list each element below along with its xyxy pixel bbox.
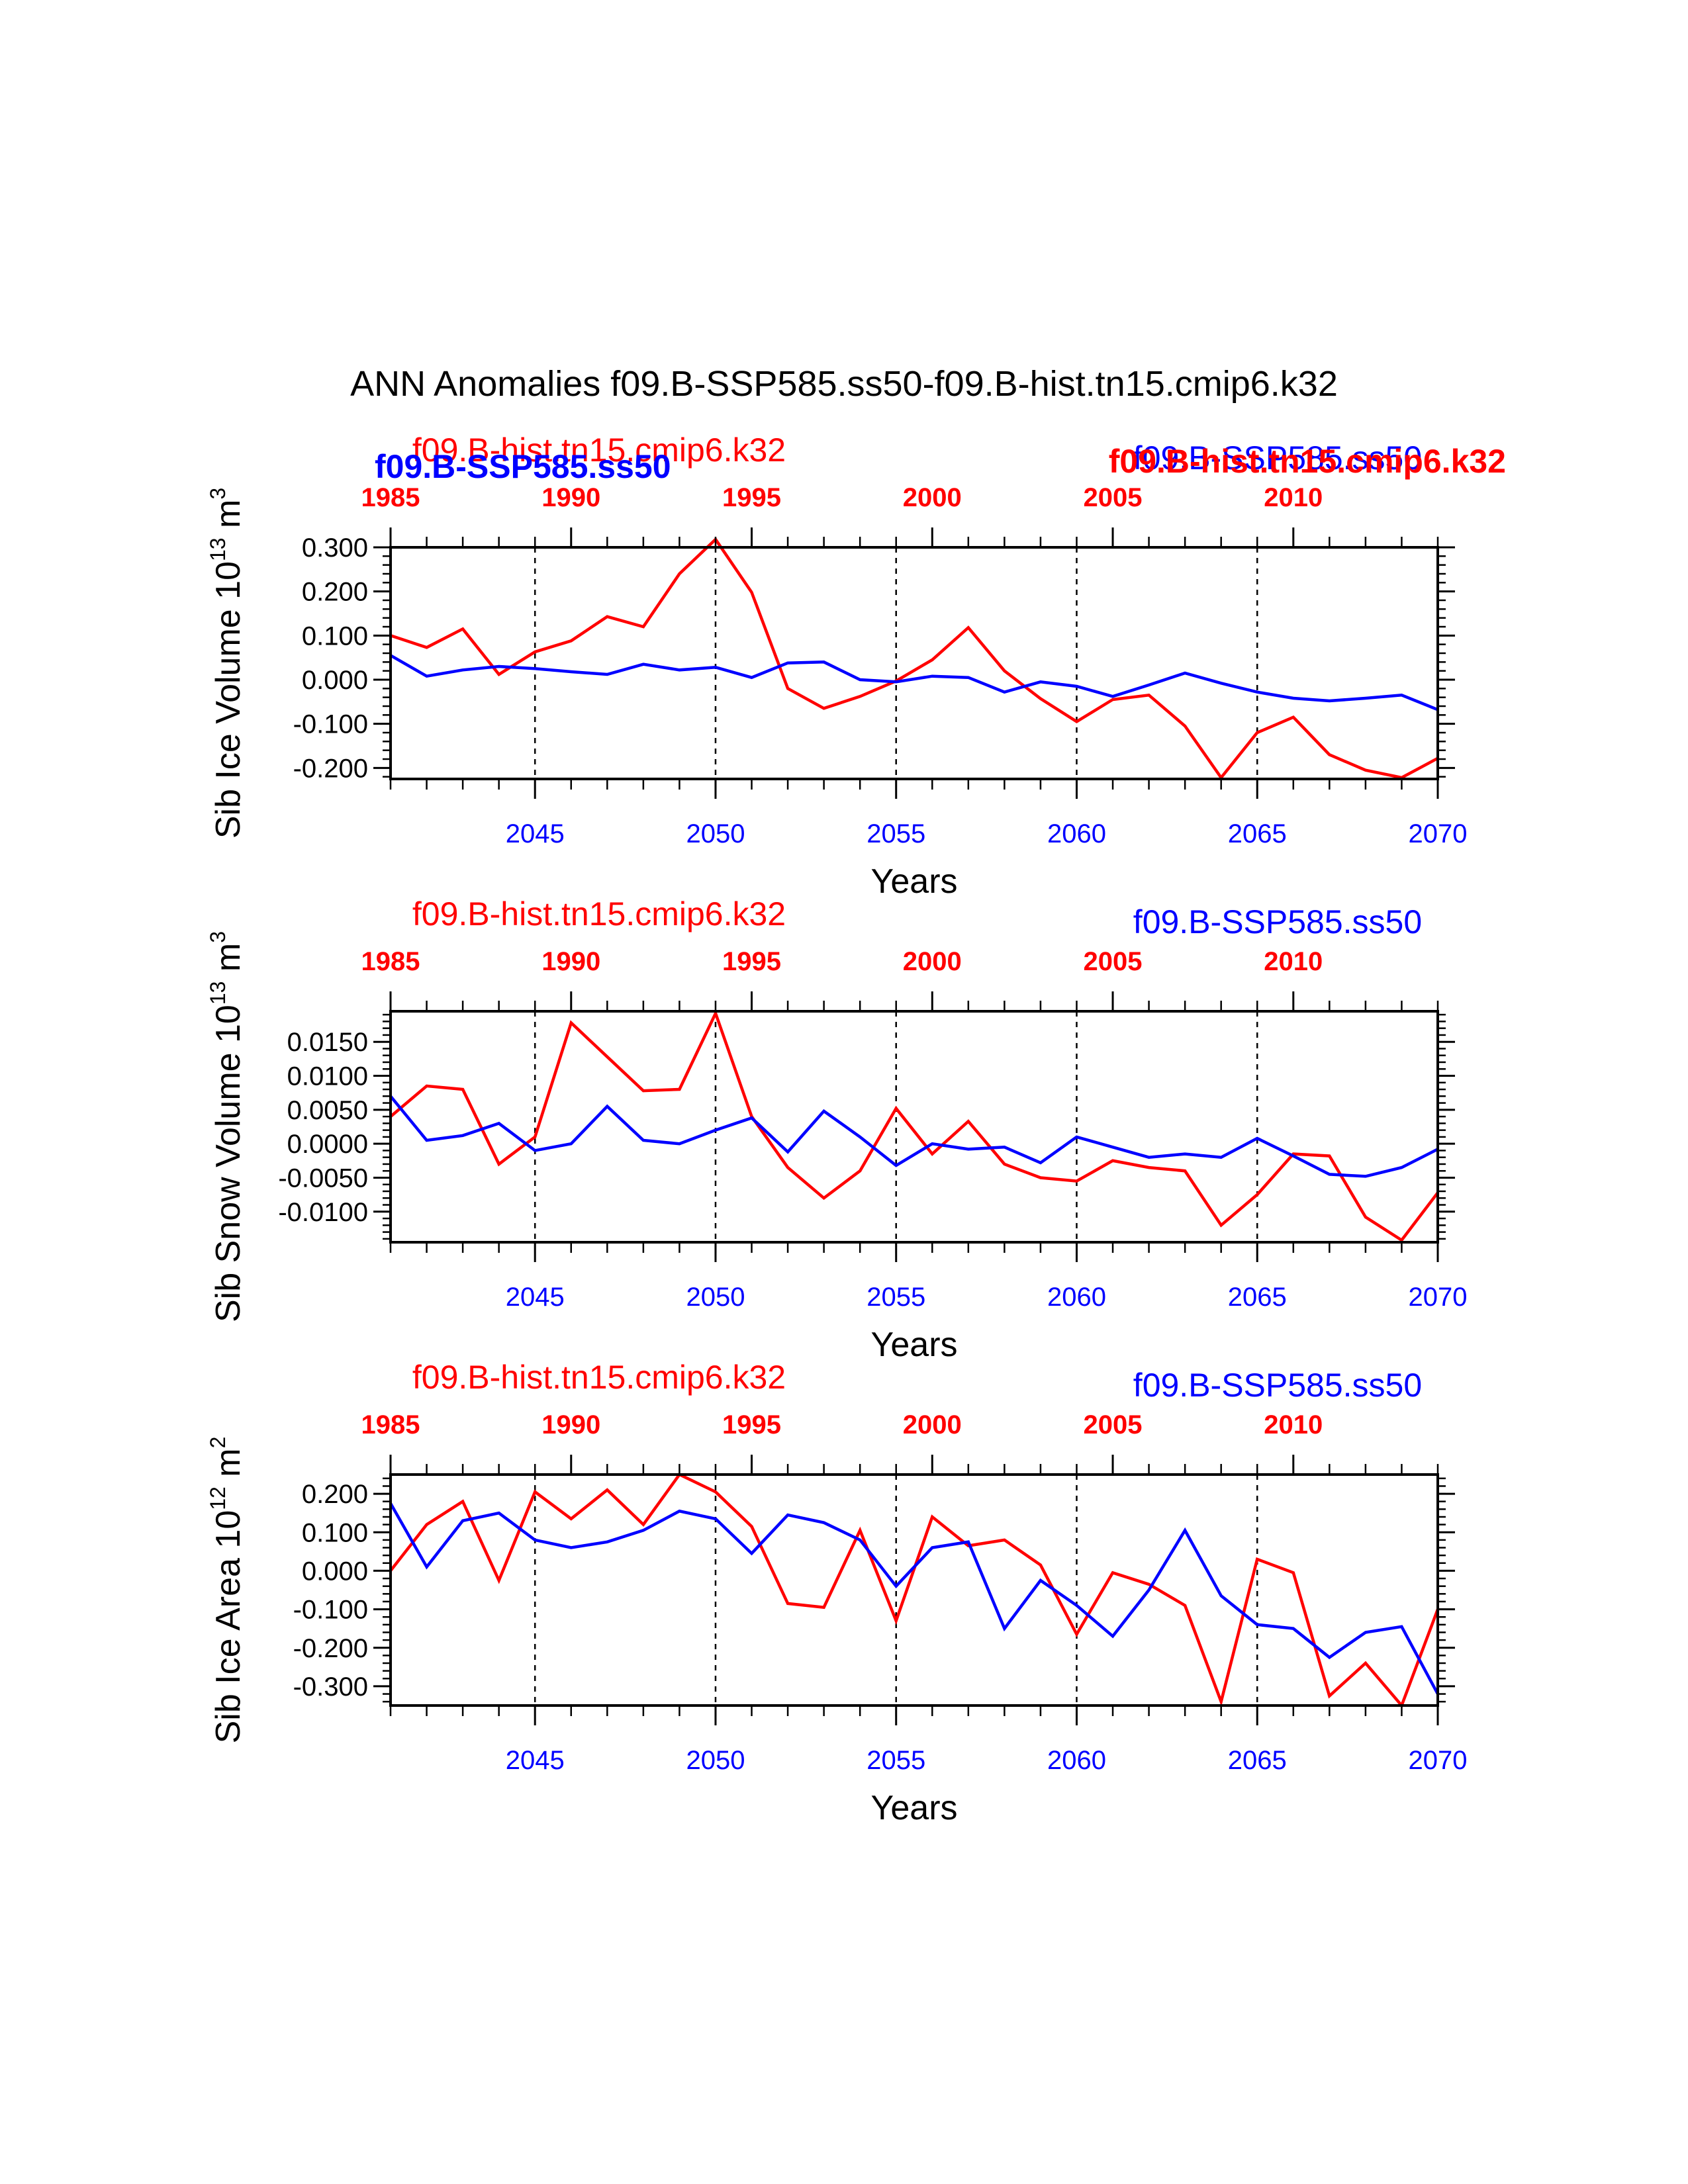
y-tick-label: 0.0000	[287, 1130, 368, 1159]
series-line-ssp	[389, 1095, 1439, 1178]
series-line-ssp	[389, 654, 1438, 711]
x-tick-label-top: 1985	[361, 1410, 420, 1439]
x-tick-label-top: 2005	[1084, 483, 1143, 512]
x-tick-label-bottom: 2060	[1047, 1283, 1106, 1312]
x-tick-label-bottom: 2050	[686, 1283, 745, 1312]
x-tick-label-top: 1990	[541, 483, 600, 512]
y-tick-label: 0.000	[302, 1557, 368, 1586]
x-tick-label-top: 1990	[541, 947, 600, 976]
x-tick-label-bottom: 2070	[1409, 819, 1468, 848]
chart-panel-3: 0.200 0.100 0.000 -0.100 -0.200 -0.300 2045 205…	[206, 1359, 1467, 1827]
y-tick-label: -0.0100	[278, 1198, 368, 1227]
x-tick-label-bottom: 2070	[1409, 1283, 1468, 1312]
x-tick-label-top: 1985	[361, 947, 420, 976]
y-tick-label: -0.200	[293, 1634, 368, 1663]
y-tick-label: -0.100	[293, 710, 368, 739]
x-tick-label-top: 1985	[361, 483, 420, 512]
top-label-ssp: f09.B-SSP585.ss50	[1133, 1367, 1422, 1404]
x-tick-label-top: 2005	[1084, 947, 1143, 976]
x-tick-label-bottom: 2060	[1047, 819, 1106, 848]
y-tick-label: 0.0050	[287, 1096, 368, 1125]
x-tick-label-top: 1995	[722, 947, 781, 976]
plot-frame	[389, 546, 1439, 780]
series-line-hist	[390, 537, 1439, 780]
x-axis-label: Years	[870, 862, 957, 901]
x-tick-label-bottom: 2045	[506, 819, 565, 848]
chart-panel-1: 0.300 0.200 0.100 0.000 -0.100 -0.200 2045 2050…	[206, 432, 1467, 901]
page-title: ANN Anomalies f09.B-SSP585.ss50-f09.B-hi…	[350, 364, 1338, 404]
top-label-hist: f09.B-hist.tn15.cmip6.k32	[412, 895, 786, 933]
y-tick-label: -0.100	[293, 1596, 368, 1625]
x-tick-label-top: 1990	[541, 1410, 600, 1439]
x-tick-label-top: 2010	[1264, 1410, 1323, 1439]
overlay-label-ssp: f09.B-SSP585.ss50	[375, 448, 671, 485]
y-axis-label: Sib Snow Volume 1013 m3	[206, 931, 248, 1322]
y-tick-label: -0.300	[293, 1672, 368, 1702]
y-tick-label: -0.0050	[278, 1163, 368, 1193]
x-axis-label: Years	[870, 1789, 957, 1827]
x-tick-label-top: 2000	[903, 1410, 962, 1439]
x-tick-label-bottom: 2070	[1409, 1746, 1468, 1775]
top-label-ssp: f09.B-SSP585.ss50	[1133, 439, 1422, 477]
plot-frame	[389, 1010, 1439, 1244]
x-tick-label-bottom: 2055	[867, 1283, 925, 1312]
x-tick-label-bottom: 2065	[1228, 1283, 1287, 1312]
x-tick-label-top: 1995	[722, 1410, 781, 1439]
x-tick-label-bottom: 2055	[867, 819, 925, 848]
x-tick-label-bottom: 2055	[867, 1746, 925, 1775]
series-line-ssp	[389, 1502, 1439, 1695]
top-label-hist: f09.B-hist.tn15.cmip6.k32	[412, 432, 786, 469]
y-tick-label: 0.100	[302, 1518, 368, 1547]
x-tick-label-bottom: 2060	[1047, 1746, 1106, 1775]
series-line-hist	[389, 1009, 1439, 1242]
y-tick-label: 0.100	[302, 621, 368, 651]
top-label-hist: f09.B-hist.tn15.cmip6.k32	[412, 1359, 786, 1396]
y-tick-label: 0.0100	[287, 1062, 368, 1091]
x-tick-label-top: 2000	[903, 483, 962, 512]
y-axis-label: Sib Ice Area 1012 m2	[206, 1437, 248, 1744]
x-tick-label-top: 2010	[1264, 947, 1323, 976]
y-tick-label: 0.000	[302, 666, 368, 695]
y-tick-label: 0.0150	[287, 1028, 368, 1057]
x-tick-label-top: 2010	[1264, 483, 1323, 512]
x-tick-label-bottom: 2065	[1228, 819, 1287, 848]
x-tick-label-bottom: 2050	[686, 819, 745, 848]
y-tick-label: -0.200	[293, 754, 368, 783]
x-axis-label: Years	[870, 1326, 957, 1364]
y-tick-label: 0.200	[302, 1480, 368, 1509]
x-tick-label-bottom: 2045	[506, 1746, 565, 1775]
x-tick-label-bottom: 2065	[1228, 1746, 1287, 1775]
x-tick-label-bottom: 2050	[686, 1746, 745, 1775]
top-label-ssp: f09.B-SSP585.ss50	[1133, 903, 1422, 940]
y-tick-label: 0.200	[302, 578, 368, 607]
y-axis-label: Sib Ice Volume 1013 m3	[206, 488, 248, 839]
x-tick-label-top: 2005	[1084, 1410, 1143, 1439]
series-line-hist	[389, 1473, 1440, 1709]
x-tick-label-bottom: 2045	[506, 1283, 565, 1312]
x-tick-label-top: 1995	[722, 483, 781, 512]
plot-frame	[389, 1473, 1439, 1707]
x-tick-label-top: 2000	[903, 947, 962, 976]
y-tick-label: 0.300	[302, 533, 368, 563]
overlay-label-hist: f09.B-hist.tn15.cmip6.k32	[1109, 443, 1506, 480]
chart-panel-2: 0.0150 0.0100 0.0050 0.0000 -0.0050 -0.0100 20…	[206, 895, 1467, 1364]
